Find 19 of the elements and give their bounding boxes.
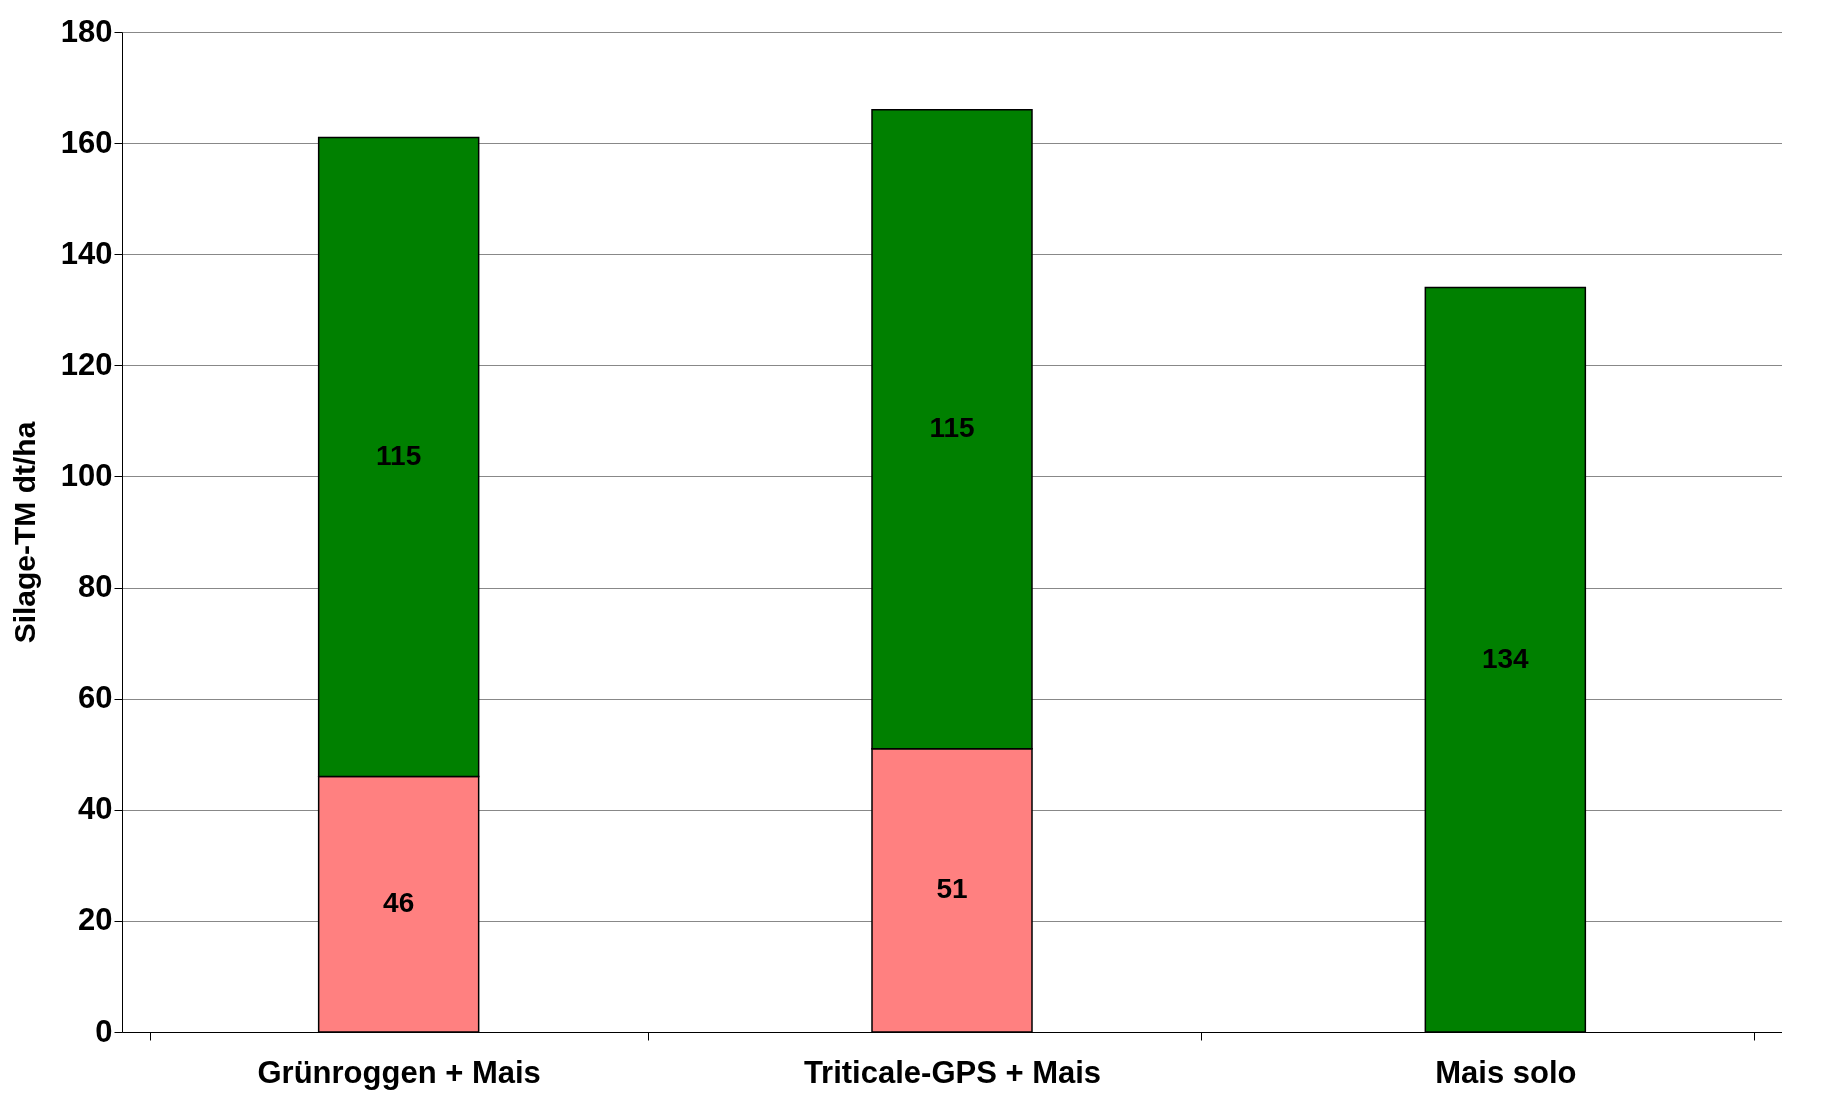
y-tick-label: 140: [60, 235, 113, 271]
y-tick-label: 80: [78, 569, 113, 605]
y-tick-label: 20: [78, 902, 113, 938]
y-tick-label: 100: [60, 457, 113, 493]
y-tick-label: 40: [78, 791, 113, 827]
y-tick-label: 160: [60, 124, 113, 160]
x-tick-label: Mais solo: [1435, 1054, 1577, 1090]
data-label: 134: [1481, 642, 1530, 674]
data-label: 115: [929, 412, 975, 444]
data-label: 51: [936, 873, 968, 905]
y-axis-title: Silage-TM dt/ha: [7, 421, 41, 644]
x-tick-label: Grünroggen + Mais: [257, 1054, 541, 1090]
x-tick-label: Triticale-GPS + Mais: [803, 1054, 1102, 1090]
y-tick-label: 60: [78, 680, 113, 716]
data-label: 115: [376, 440, 422, 471]
y-tick-label: 0: [95, 1013, 113, 1049]
y-tick-label: 180: [60, 13, 113, 49]
data-label: 46: [383, 887, 415, 919]
y-tick-label: 120: [60, 346, 113, 382]
